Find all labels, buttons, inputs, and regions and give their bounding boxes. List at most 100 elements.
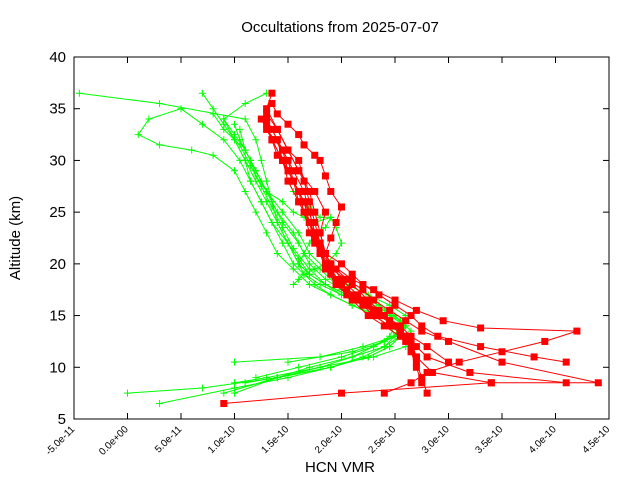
green-plus-point [220,389,228,397]
green-plus-point [188,146,196,154]
red-square-point [428,368,436,376]
red-square-point [268,136,276,144]
red-square-point [375,291,383,299]
red-square-point [477,343,485,351]
red-square-point [295,131,303,139]
red-square-point [386,322,394,330]
green-plus-point [295,229,303,237]
green-plus-point [289,281,297,289]
red-profile-9 [273,136,452,366]
red-square-point [305,208,313,216]
red-square-point [386,317,394,325]
green-plus-point [279,208,287,216]
red-square-point [386,306,394,314]
red-square-point [364,296,372,304]
red-square-point [332,218,340,226]
y-axis-label: Altitude (km) [7,196,24,280]
red-square-point [375,312,383,320]
green-plus-point [257,198,265,206]
red-square-point [348,281,356,289]
green-plus-point [231,120,238,128]
red-square-point [295,167,303,175]
green-plus-point [305,260,313,268]
red-square-point [359,301,367,309]
red-square-point [423,368,431,376]
red-square-point [289,177,297,185]
red-square-point [370,296,378,304]
red-square-point [418,374,426,382]
green-plus-point [236,125,244,133]
red-square-point [263,115,271,123]
green-plus-point [156,141,164,149]
red-square-point [396,322,404,330]
red-square-point [407,343,415,351]
red-square-point [268,100,276,108]
y-tick-label: 5 [58,411,66,428]
red-square-point [380,312,388,320]
green-plus-point [252,374,260,382]
red-square-point [284,146,292,154]
red-square-point [321,172,329,180]
red-square-point [300,141,308,149]
green-plus-point [295,260,303,268]
red-profile-10 [268,100,345,258]
green-plus-point [247,156,255,164]
red-square-point [412,353,420,361]
red-square-point [300,187,308,195]
x-tick-label: 3.5e-10 [474,424,506,456]
red-square-point [439,317,447,325]
red-square-point [402,337,410,345]
green-plus-point [209,110,217,118]
red-square-point [311,208,319,216]
green-plus-point [156,100,164,108]
red-profile-line [223,129,599,404]
green-plus-point [231,358,238,366]
red-square-point [343,286,351,294]
red-square-point [338,275,345,283]
green-plus-point [198,120,206,128]
red-square-point [423,389,431,397]
red-square-point [300,177,308,185]
red-square-point [311,239,319,247]
red-square-point [321,250,329,258]
green-plus-point [231,389,238,397]
red-square-point [295,156,303,164]
red-square-point [466,368,474,376]
x-tick-label: 2.0e-10 [313,424,345,456]
red-square-point [391,301,399,309]
red-square-point [562,358,570,366]
red-profile-4 [263,115,431,397]
green-plus-point [241,146,249,154]
red-square-point [268,125,276,133]
red-square-point [364,312,372,320]
red-square-point [311,218,319,226]
y-tick-label: 35 [49,101,66,118]
green-plus-point [263,229,271,237]
green-plus-point [338,239,345,247]
red-square-point [407,312,415,320]
red-square-point [316,156,324,164]
green-plus-point [311,265,319,273]
red-square-point [263,105,271,113]
red-square-point [412,358,420,366]
green-plus-point [300,250,308,258]
green-plus-point [177,105,185,113]
green-plus-point [289,208,297,216]
red-square-point [305,218,313,226]
y-tick-label: 20 [49,256,66,273]
green-plus-point [321,275,329,283]
red-square-point [354,296,362,304]
plot-area-frame [73,56,610,420]
green-plus-point [370,343,378,351]
red-square-point [321,208,329,216]
green-profile-line [201,92,396,394]
green-plus-point [316,363,324,371]
green-plus-point [348,348,356,356]
green-plus-point [380,337,388,345]
red-square-point [359,296,367,304]
x-tick-label: 0.0e+00 [97,424,131,458]
red-square-point [327,265,335,273]
red-square-point [370,312,378,320]
y-tick-label: 10 [49,359,66,376]
